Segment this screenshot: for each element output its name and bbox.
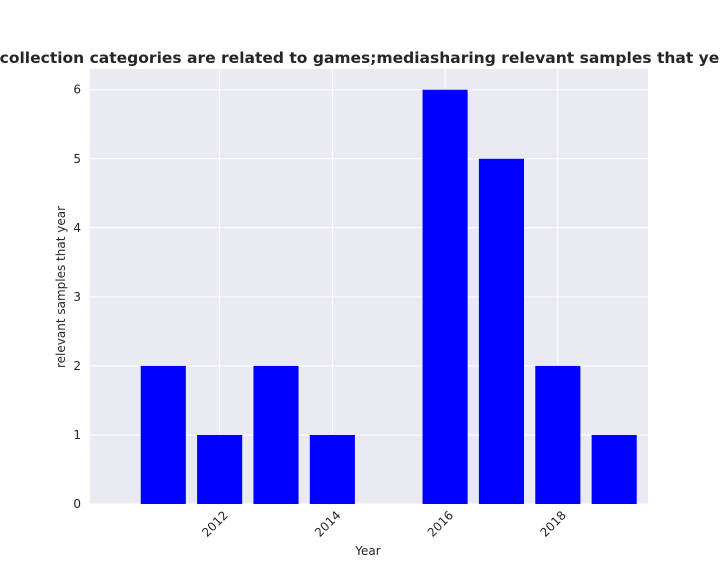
y-tick-label: 5	[73, 152, 81, 166]
bar-2016	[422, 89, 468, 504]
bar-2014	[309, 434, 355, 504]
x-tick-label: 2014	[312, 508, 343, 539]
y-tick-label: 6	[73, 83, 81, 97]
y-tick-label: 0	[73, 497, 81, 511]
x-tick-labels: 2012 2014 2016 2018	[199, 508, 569, 539]
y-tick-label: 3	[73, 290, 81, 304]
bar-2013	[253, 365, 299, 504]
x-tick-label: 2018	[537, 508, 568, 539]
y-tick-label: 4	[73, 221, 81, 235]
chart-title: Number of apps whose data collection cat…	[0, 49, 720, 67]
y-tick-label: 1	[73, 428, 81, 442]
bar-2012	[197, 434, 243, 504]
y-axis-label: relevant samples that year	[54, 206, 68, 368]
bar-2018	[535, 365, 581, 504]
x-axis-label: Year	[354, 544, 380, 558]
bar-2017	[478, 158, 524, 504]
y-tick-label: 2	[73, 359, 81, 373]
bar-2011	[140, 365, 186, 504]
y-tick-labels: 0 1 2 3 4 5 6	[73, 83, 81, 511]
x-tick-label: 2012	[199, 508, 230, 539]
bar-2019	[591, 434, 637, 504]
x-tick-label: 2016	[425, 508, 456, 539]
bars	[140, 89, 637, 504]
